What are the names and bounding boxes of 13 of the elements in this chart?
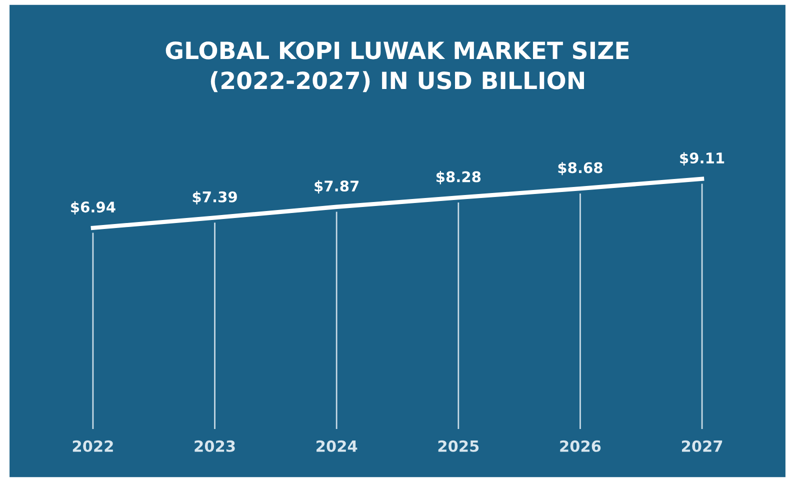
- chart-title: GLOBAL KOPI LUWAK MARKET SIZE (2022-2027) IN USD BILLION: [166, 41, 629, 92]
- x-tick-label: 2027: [682, 440, 722, 452]
- data-label: $7.39: [192, 191, 237, 204]
- data-label: $6.94: [71, 201, 116, 215]
- x-tick-label: 2023: [194, 440, 235, 452]
- data-label: $8.28: [436, 170, 481, 184]
- x-tick-label: 2026: [560, 440, 601, 452]
- x-tick-label: 2024: [316, 440, 358, 452]
- data-label: $9.11: [680, 152, 724, 166]
- data-label: $7.87: [314, 180, 358, 194]
- data-label: $8.68: [558, 162, 602, 176]
- x-tick-label: 2022: [72, 440, 113, 452]
- x-tick-label: 2025: [438, 440, 479, 452]
